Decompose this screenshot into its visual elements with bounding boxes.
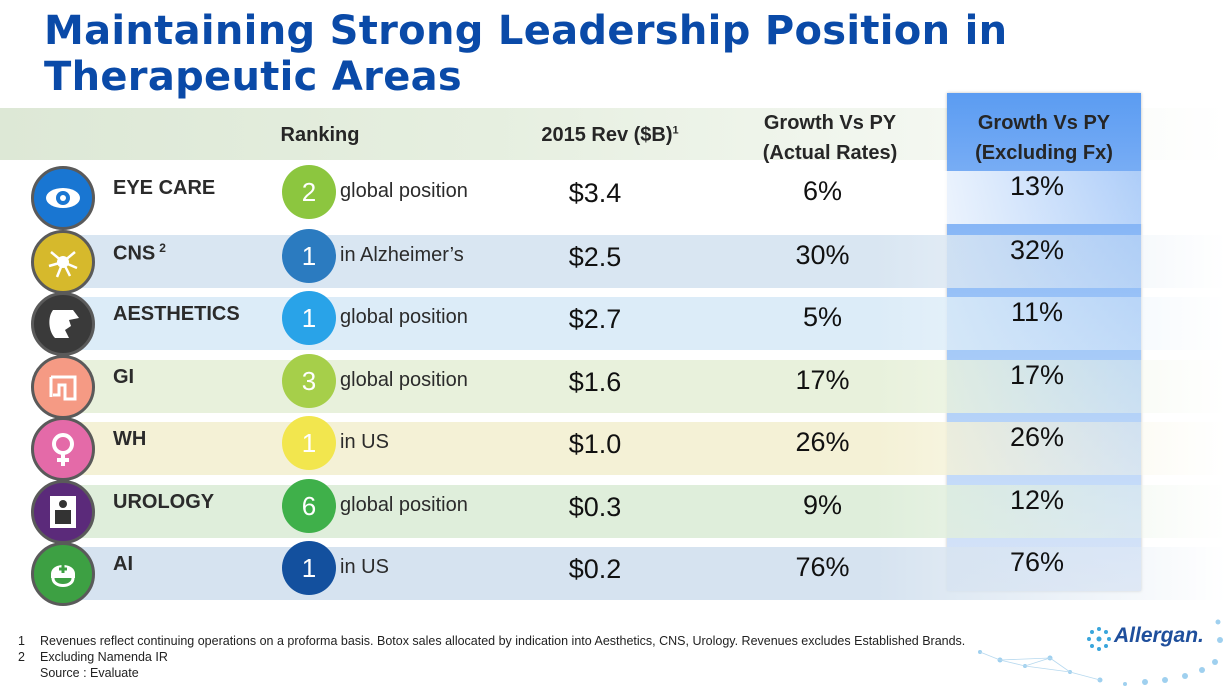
- rank-badge: 2: [282, 165, 336, 219]
- growth-fx-value: 26%: [1009, 422, 1065, 452]
- revenue-value: $2.5: [568, 242, 622, 272]
- rank-description: in US: [340, 431, 389, 453]
- rank-badge: 1: [282, 541, 336, 595]
- growth-fx-value: 12%: [1009, 485, 1065, 515]
- revenue-value: $1.0: [568, 429, 622, 459]
- area-name: CNS 2: [113, 241, 166, 265]
- neuron-icon: [31, 230, 95, 294]
- growth-actual-header: Growth Vs PY (Actual Rates): [762, 112, 898, 164]
- table-row: [60, 171, 1226, 224]
- growth-actual-value: 9%: [802, 490, 843, 520]
- rank-description: in US: [340, 556, 389, 578]
- rank-description: global position: [340, 494, 468, 516]
- revenue-value: $0.2: [568, 554, 622, 584]
- growth-fx-value: 11%: [1010, 297, 1064, 327]
- footnotes: 1 Revenues reflect continuing operations …: [18, 634, 966, 680]
- area-name: AESTHETICS: [113, 303, 240, 325]
- revenue-value: $2.7: [568, 304, 622, 334]
- allergan-logo-mark-icon: [1087, 627, 1111, 651]
- revenue-value: $3.4: [568, 178, 622, 208]
- growth-fx-header: Growth Vs PY (Excluding Fx): [975, 112, 1113, 164]
- growth-fx-value: 76%: [1009, 547, 1065, 577]
- rank-badge: 1: [282, 416, 336, 470]
- eye-icon: [31, 166, 95, 230]
- rank-badge: 6: [282, 479, 336, 533]
- growth-fx-value: 13%: [1009, 171, 1065, 201]
- table-row: [60, 360, 1226, 413]
- female-symbol-icon: [31, 417, 95, 481]
- medic-icon: [31, 542, 95, 606]
- growth-fx-value: 17%: [1009, 360, 1065, 390]
- rank-description: global position: [340, 369, 468, 391]
- ranking-header: Ranking: [280, 124, 360, 146]
- table-row: [60, 485, 1226, 538]
- area-name: GI: [113, 366, 135, 388]
- restroom-icon: [31, 480, 95, 544]
- revenue-header: 2015 Rev ($B)1: [541, 124, 679, 146]
- rank-description: in Alzheimer’s: [340, 244, 464, 266]
- revenue-value: $0.3: [568, 492, 622, 522]
- area-name: AI: [113, 553, 133, 575]
- table-row: [60, 547, 1226, 600]
- area-name: UROLOGY: [113, 491, 215, 513]
- face-profile-icon: [31, 292, 95, 356]
- growth-actual-value: 30%: [795, 240, 850, 270]
- growth-actual-value: 17%: [795, 365, 850, 395]
- growth-actual-value: 6%: [802, 176, 843, 206]
- growth-actual-value: 26%: [795, 427, 850, 457]
- table-row: [60, 235, 1226, 288]
- growth-actual-value: 5%: [802, 302, 843, 332]
- growth-fx-value: 32%: [1009, 235, 1065, 265]
- rank-badge: 1: [282, 229, 336, 283]
- rank-badge: 1: [282, 291, 336, 345]
- revenue-value: $1.6: [568, 367, 622, 397]
- area-name: WH: [113, 428, 147, 450]
- table-row: [60, 297, 1226, 350]
- area-name: EYE CARE: [113, 177, 216, 199]
- page-title: Maintaining Strong Leadership Position i…: [44, 8, 1008, 100]
- intestine-icon: [31, 355, 95, 419]
- decorative-dot-network: [978, 619, 1223, 686]
- rank-description: global position: [340, 180, 468, 202]
- rank-description: global position: [340, 306, 468, 328]
- table-row: [60, 422, 1226, 475]
- allergan-logo: Allergan.: [1114, 624, 1204, 647]
- growth-actual-value: 76%: [795, 552, 850, 582]
- rank-badge: 3: [282, 354, 336, 408]
